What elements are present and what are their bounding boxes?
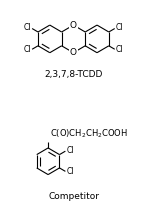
Text: Cl: Cl	[116, 46, 124, 54]
Text: O: O	[70, 48, 77, 57]
Text: Cl: Cl	[67, 167, 74, 176]
Text: 2,3,7,8-TCDD: 2,3,7,8-TCDD	[44, 70, 103, 80]
Text: C(O)CH$_2$CH$_2$COOH: C(O)CH$_2$CH$_2$COOH	[50, 128, 128, 140]
Text: O: O	[70, 21, 77, 30]
Text: Cl: Cl	[23, 23, 31, 32]
Text: Competitor: Competitor	[48, 192, 99, 201]
Text: Cl: Cl	[23, 46, 31, 54]
Text: Cl: Cl	[67, 146, 74, 155]
Text: Cl: Cl	[116, 23, 124, 32]
